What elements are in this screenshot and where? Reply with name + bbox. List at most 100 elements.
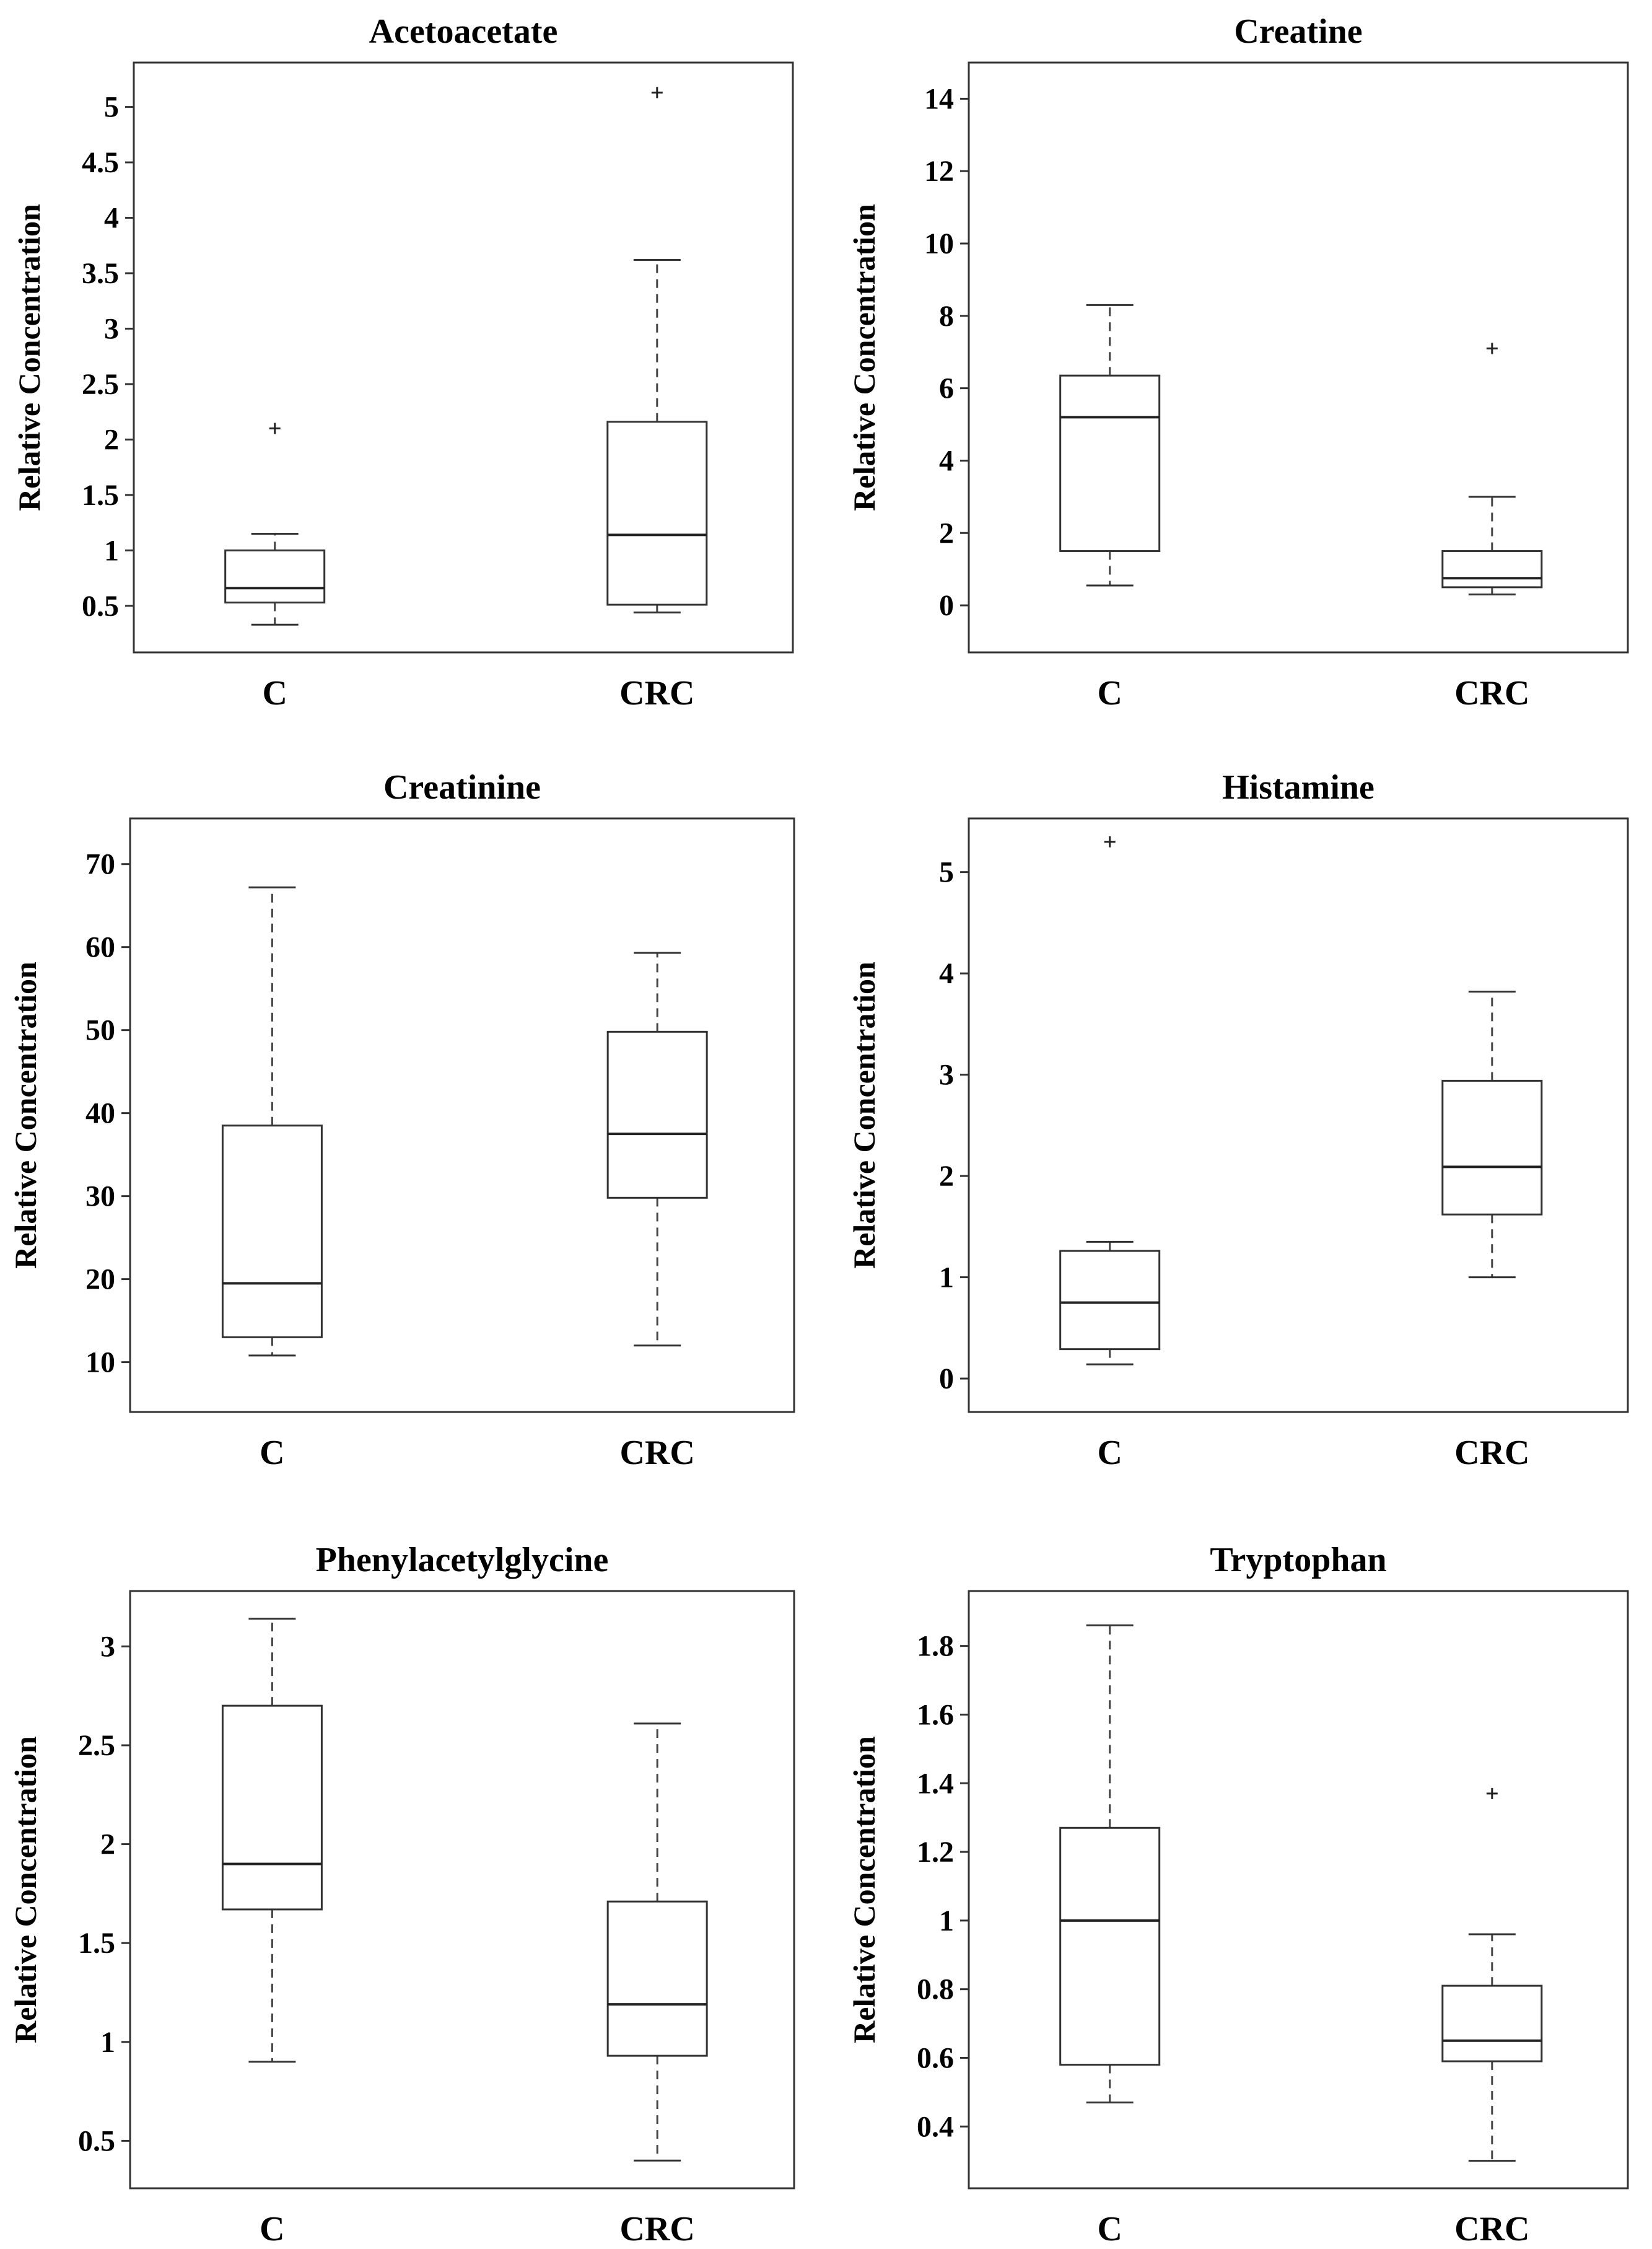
y-tick-label: 1 [104, 534, 119, 567]
panel-histamine: Histamine Relative Concentration 0 1 2 3 4 5 C CR… [847, 768, 1629, 1472]
y-tick-label: 1.5 [78, 1927, 115, 1960]
y-tick-label: 3.5 [82, 257, 119, 290]
box-crc [606, 952, 708, 1347]
category-label-c: C [260, 2210, 284, 2248]
y-tick-label: 2.5 [78, 1729, 115, 1762]
y-tick-label: 0.4 [917, 2110, 954, 2143]
panel-title: Phenylacetylglycine [316, 1541, 609, 1579]
panel-creatine: Creatine Relative Concentration 0 2 4 6 8 10 12 1… [847, 12, 1629, 712]
box-c [221, 886, 323, 1357]
box-crc [606, 87, 708, 614]
y-axis-label: Relative Concentration [12, 204, 46, 511]
y-tick-label: 1.5 [82, 479, 119, 512]
y-tick-label: 40 [85, 1097, 115, 1130]
panel-acetoacetate: Acetoacetate Relative Concentration 0.5 1 1.… [12, 12, 794, 712]
y-tick-label: 0.5 [78, 2124, 115, 2157]
y-tick-label: 1 [100, 2026, 115, 2059]
y-tick-label: 8 [939, 300, 954, 333]
y-tick-label: 2 [939, 517, 954, 550]
y-axis-label: Relative Concentration [847, 962, 881, 1269]
box-c [221, 1618, 323, 2063]
category-label-crc: CRC [1454, 674, 1529, 712]
y-tick-label: 1.4 [917, 1767, 954, 1800]
panel-title: Histamine [1222, 768, 1374, 807]
y-tick-label: 2 [939, 1160, 954, 1193]
y-tick-label: 1.6 [917, 1698, 954, 1731]
y-tick-label: 1.8 [917, 1630, 954, 1663]
y-tick-label: 2.5 [82, 368, 119, 401]
iqr-box [606, 1900, 708, 2057]
outlier-point [651, 87, 663, 99]
box-c [1059, 836, 1161, 1366]
category-label-c: C [260, 1434, 284, 1472]
y-tick-label: 0.8 [917, 1973, 954, 2006]
box-c [224, 423, 326, 626]
y-tick-label: 5 [939, 856, 954, 889]
y-tick-label: 4 [939, 444, 954, 477]
y-tick-label: 4.5 [82, 146, 119, 179]
y-axis-label: Relative Concentration [8, 1736, 43, 2043]
iqr-box [1441, 550, 1543, 589]
y-tick-label: 5 [104, 91, 119, 124]
iqr-box [224, 549, 326, 603]
y-axis-label: Relative Concentration [847, 1736, 881, 2043]
outlier-point [1486, 343, 1498, 354]
y-tick-label: 14 [924, 82, 954, 115]
iqr-box [221, 1704, 323, 1911]
y-tick-label: 0 [939, 1362, 954, 1395]
iqr-box [606, 421, 708, 606]
y-tick-label: 10 [85, 1346, 115, 1379]
panel-title: Creatine [1234, 12, 1362, 51]
category-label-crc: CRC [1454, 2210, 1529, 2248]
outlier-point [1486, 1787, 1498, 1799]
y-tick-label: 4 [939, 957, 954, 990]
category-label-crc: CRC [620, 1434, 695, 1472]
category-label-c: C [1097, 1434, 1122, 1472]
y-tick-label: 2 [104, 423, 119, 456]
panel-title: Tryptophan [1210, 1541, 1386, 1579]
y-tick-label: 50 [85, 1014, 115, 1047]
y-tick-label: 6 [939, 372, 954, 405]
y-tick-label: 3 [100, 1630, 115, 1663]
category-label-crc: CRC [620, 2210, 695, 2248]
outlier-point [1104, 836, 1116, 848]
y-tick-label: 3 [939, 1059, 954, 1092]
panel-tryptophan: Tryptophan Relative Concentration 0.4 0.6 0.… [847, 1541, 1629, 2248]
y-tick-label: 0 [939, 589, 954, 622]
box-c [1059, 1624, 1161, 2103]
y-tick-label: 4 [104, 202, 119, 235]
iqr-box [1441, 1984, 1543, 2063]
box-crc [1441, 991, 1543, 1279]
iqr-box [606, 1030, 708, 1199]
category-label-c: C [262, 674, 287, 712]
y-tick-label: 0.5 [82, 590, 119, 623]
panel-title: Creatinine [383, 768, 541, 807]
outlier-point [269, 423, 281, 434]
y-tick-label: 2 [100, 1828, 115, 1861]
category-label-c: C [1097, 674, 1122, 712]
box-crc [606, 1722, 708, 2162]
iqr-box [1441, 1079, 1543, 1216]
y-tick-label: 20 [85, 1263, 115, 1296]
y-tick-label: 60 [85, 931, 115, 964]
iqr-box [1059, 1250, 1161, 1351]
category-label-crc: CRC [619, 674, 694, 712]
y-tick-label: 12 [924, 155, 954, 188]
y-tick-label: 70 [85, 848, 115, 881]
box-crc [1441, 343, 1543, 596]
y-tick-label: 1 [939, 1261, 954, 1294]
iqr-box [221, 1124, 323, 1338]
panel-creatinine: Creatinine Relative Concentration 10 20 30 40… [8, 768, 795, 1472]
iqr-box [1059, 1826, 1161, 2066]
y-tick-label: 10 [924, 227, 954, 260]
box-crc [1441, 1787, 1543, 2162]
y-axis-label: Relative Concentration [8, 962, 43, 1269]
y-tick-label: 1.2 [917, 1836, 954, 1869]
y-tick-label: 1 [939, 1905, 954, 1937]
y-axis-label: Relative Concentration [847, 204, 881, 511]
y-tick-label: 30 [85, 1180, 115, 1213]
panel-title: Acetoacetate [369, 12, 558, 51]
category-label-c: C [1097, 2210, 1122, 2248]
y-tick-label: 3 [104, 312, 119, 345]
